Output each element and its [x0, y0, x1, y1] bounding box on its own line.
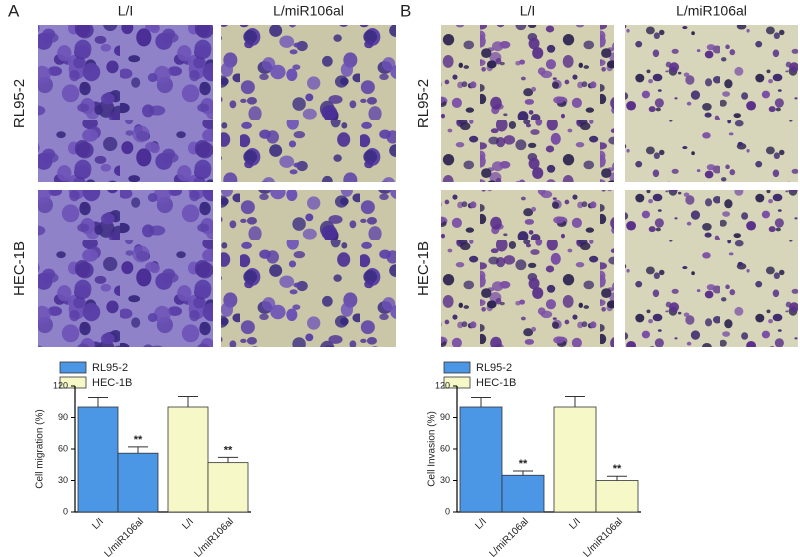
significance-mark: **	[134, 434, 143, 446]
significance-mark: **	[519, 458, 528, 470]
significance-mark: **	[613, 463, 622, 475]
y-tick-label: 60	[440, 443, 450, 453]
micrograph	[38, 190, 213, 347]
significance-mark: **	[224, 444, 233, 456]
legend-label: HEC-1B	[92, 377, 132, 389]
x-tick-label: L/I	[567, 516, 583, 532]
row-label: RL95-2	[415, 79, 432, 128]
x-tick-label: L/miR106al	[102, 516, 146, 557]
x-tick-label: L/miR106al	[581, 516, 625, 557]
micrograph	[625, 25, 798, 182]
bar	[501, 474, 545, 513]
x-tick-label: L/miR106al	[192, 516, 236, 557]
micrograph	[625, 190, 798, 347]
x-tick-label: L/I	[473, 516, 489, 532]
legend-label: RL95-2	[92, 362, 128, 374]
x-tick-label: L/miR106al	[487, 516, 531, 557]
row-label: HEC-1B	[11, 241, 28, 296]
y-tick-label: 90	[440, 412, 450, 422]
bar	[595, 480, 639, 513]
legend-swatch	[59, 361, 87, 374]
bar	[207, 462, 249, 513]
y-tick-label: 30	[440, 475, 450, 485]
x-tick-label: L/I	[180, 516, 196, 532]
legend-swatch	[59, 376, 87, 389]
legend-label: HEC-1B	[476, 377, 516, 389]
x-tick-label: L/I	[90, 516, 106, 532]
row-label: RL95-2	[11, 79, 28, 128]
y-tick-label: 60	[58, 443, 68, 453]
micrograph	[441, 190, 614, 347]
column-label: L/miR106al	[676, 3, 747, 19]
bar	[459, 406, 503, 513]
y-tick-label: 90	[58, 412, 68, 422]
micrograph	[221, 190, 396, 347]
y-tick-label: 0	[63, 506, 68, 516]
bar	[167, 406, 209, 513]
column-label: L/miR106al	[273, 3, 344, 19]
panel-label: B	[400, 1, 411, 20]
legend-label: RL95-2	[476, 362, 512, 374]
column-label: L/I	[520, 3, 536, 19]
y-tick-label: 120	[435, 380, 450, 390]
micrograph	[221, 25, 396, 182]
y-axis-label: Cell Invasion (%)	[427, 411, 438, 487]
column-label: L/I	[118, 3, 134, 19]
panel-label: A	[8, 1, 20, 20]
bar	[117, 452, 159, 513]
y-tick-label: 30	[58, 475, 68, 485]
micrograph	[441, 25, 614, 182]
row-label: HEC-1B	[415, 241, 432, 296]
y-tick-label: 0	[445, 506, 450, 516]
legend-swatch	[443, 361, 471, 374]
y-tick-label: 120	[53, 380, 68, 390]
y-axis-label: Cell migration (%)	[35, 409, 46, 488]
micrograph	[38, 25, 213, 182]
bar	[553, 406, 597, 513]
bar	[77, 406, 119, 513]
